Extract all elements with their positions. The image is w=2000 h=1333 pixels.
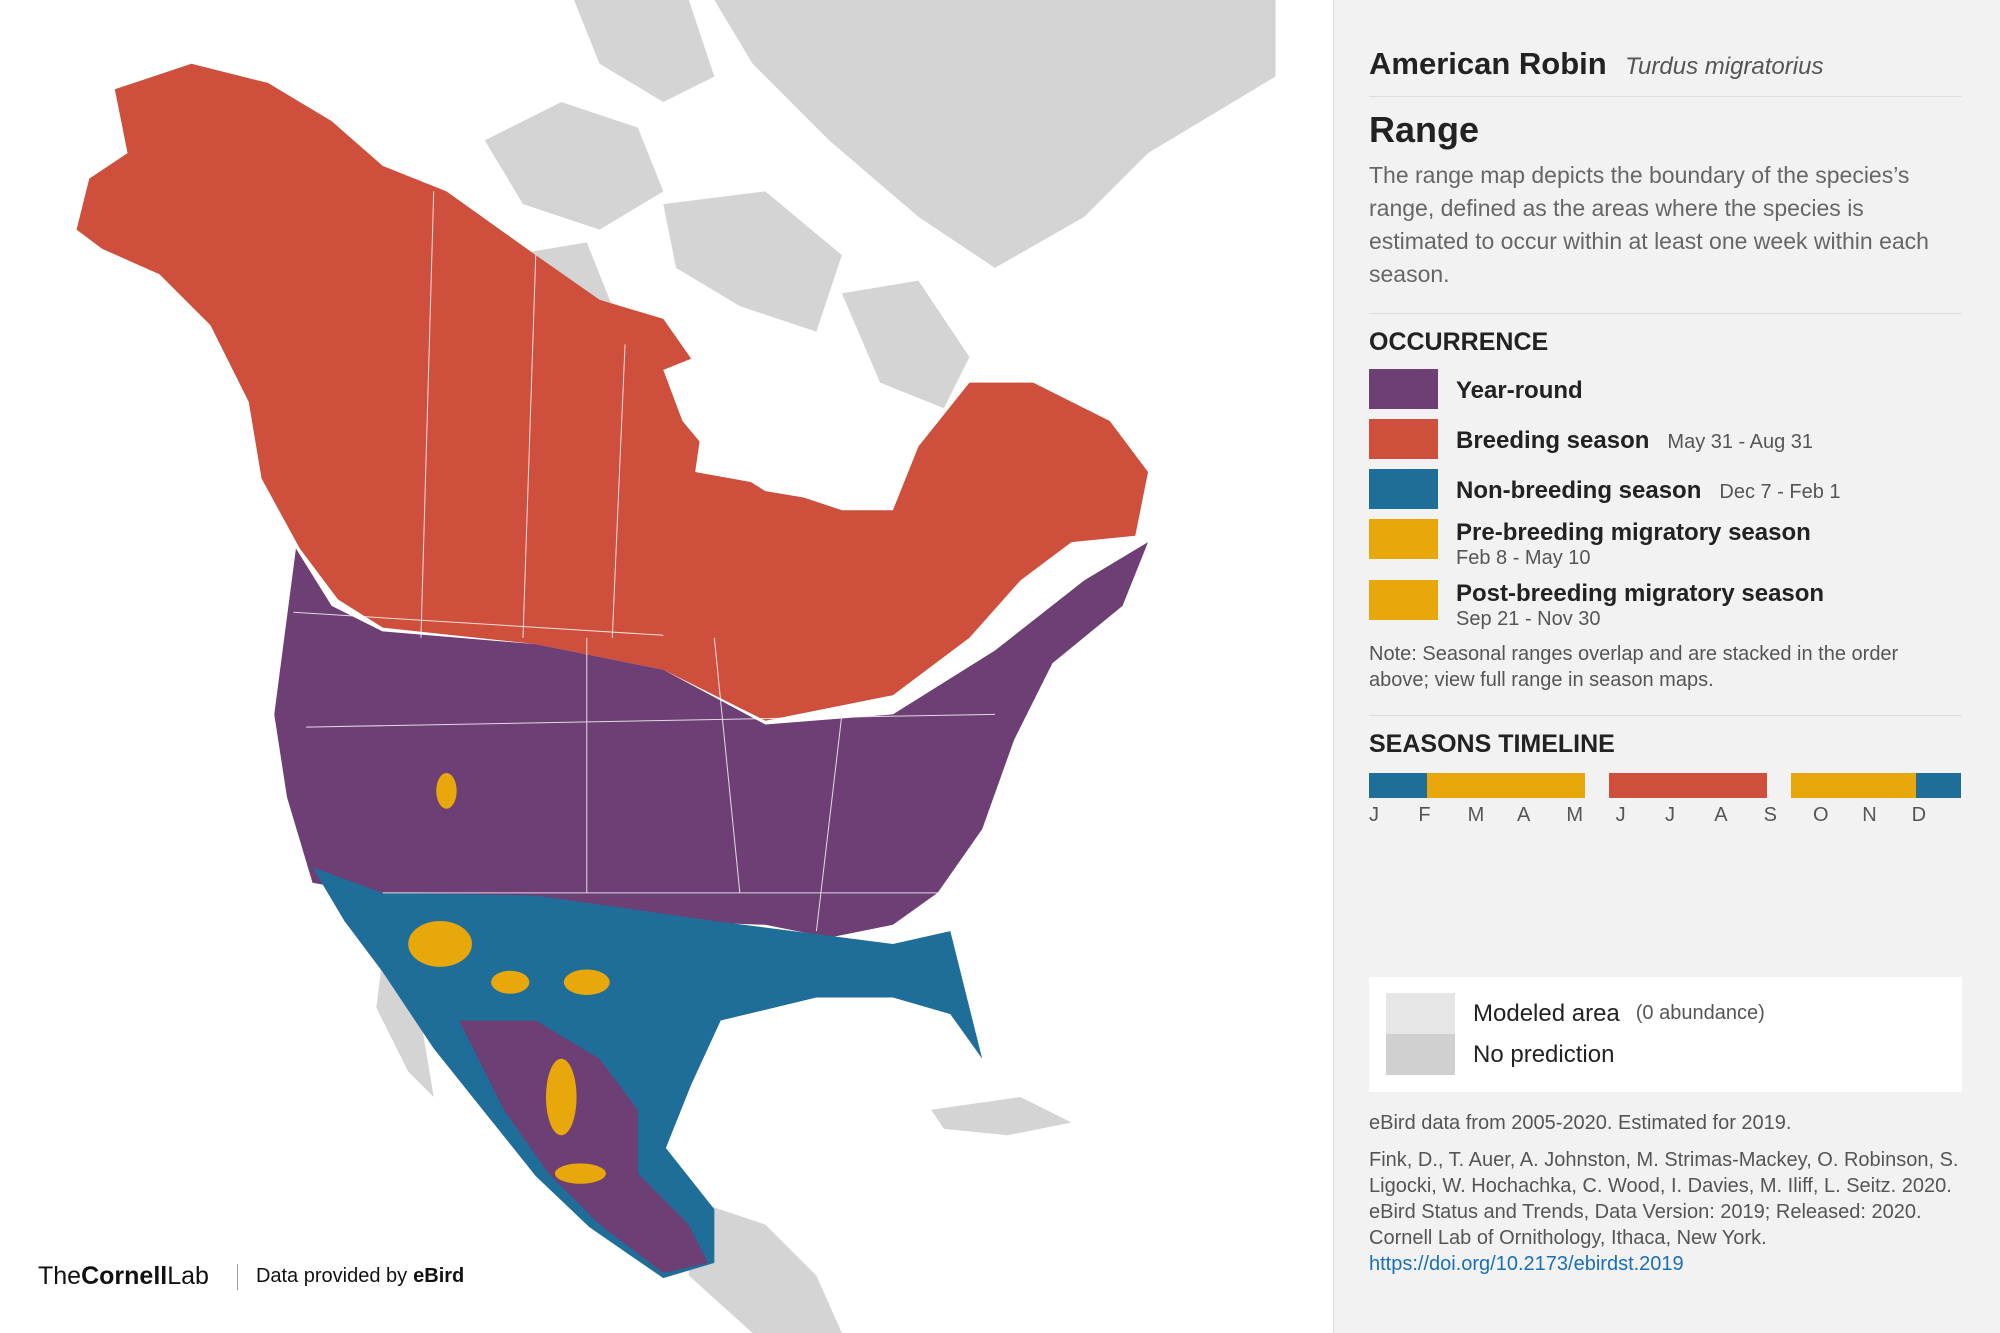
month-label: F [1418, 804, 1431, 826]
occurrence-label: Year-round [1456, 377, 1583, 404]
breeding-range [76, 63, 1149, 721]
occurrence-text: Non-breeding season Dec 7 - Feb 1 [1456, 469, 1841, 505]
logo: The Cornell Lab Data provided by eBird [38, 1262, 464, 1291]
occurrence-text: Breeding season May 31 - Aug 31 [1456, 419, 1813, 455]
divider [236, 1263, 238, 1290]
credit-bold: eBird [413, 1265, 465, 1287]
swatch [1369, 519, 1438, 559]
timeline-title: SEASONS TIMELINE [1369, 730, 1615, 758]
logo-bold: Cornell [81, 1262, 168, 1290]
land-no-prediction [376, 0, 1276, 1333]
swatch [1369, 369, 1438, 409]
occurrence-dates: May 31 - Aug 31 [1667, 431, 1814, 453]
modeled-label: Modeled area [1473, 999, 1620, 1027]
citation: Fink, D., T. Auer, A. Johnston, M. Strim… [1369, 1147, 1962, 1277]
logo-prefix: The [38, 1262, 82, 1290]
month-label: N [1862, 804, 1877, 826]
month-label: J [1369, 804, 1379, 826]
occurrence-label: Non-breeding season [1456, 477, 1702, 504]
occurrence-dates: Dec 7 - Feb 1 [1719, 481, 1841, 503]
occurrence-list: Year-round Breeding season May 31 - Aug 31… [1369, 369, 1962, 631]
occurrence-label: Post-breeding migratory season [1456, 580, 1825, 607]
no-prediction-swatch [1386, 1034, 1455, 1075]
credit: Data provided by [255, 1265, 408, 1287]
occurrence-title: OCCURRENCE [1369, 328, 1549, 356]
month-label: M [1467, 804, 1485, 826]
modeled-swatch [1386, 993, 1455, 1034]
map-legend: Modeled area (0 abundance) No prediction [1369, 977, 1962, 1092]
separator [1369, 715, 1962, 716]
timeline-segment [1369, 773, 1427, 798]
occurrence-row: Non-breeding season Dec 7 - Feb 1 [1369, 469, 1962, 509]
boundaries [293, 191, 995, 932]
range-title: Range [1369, 109, 1480, 150]
common-name: American Robin [1369, 46, 1607, 81]
sidebar: American Robin Turdus migratorius Range … [1333, 0, 2000, 1333]
hudson-bay [663, 344, 881, 504]
range-map [76, 0, 1276, 1333]
occurrence-text: Post-breeding migratory season Sep 21 - N… [1456, 580, 1824, 631]
range-description: The range map depicts the boundary of th… [1369, 162, 1929, 287]
occurrence-text: Pre-breeding migratory season Feb 8 - May… [1456, 519, 1811, 570]
logo-suffix: Lab [167, 1262, 209, 1290]
legend-row: Modeled area (0 abundance) [1386, 993, 1945, 1034]
occurrence-text: Year-round [1456, 369, 1583, 405]
citation-text: Fink, D., T. Auer, A. Johnston, M. Strim… [1369, 1149, 1959, 1249]
scientific-name: Turdus migratorius [1625, 53, 1824, 80]
separator [1369, 96, 1962, 97]
separator [1369, 313, 1962, 314]
month-label: S [1763, 804, 1777, 826]
note: Note: Seasonal ranges overlap and are st… [1369, 643, 1899, 691]
non-breeding-range [312, 867, 983, 1279]
timeline-segment [1916, 773, 1961, 798]
modeled-note: (0 abundance) [1635, 1002, 1765, 1024]
timeline-bar [1369, 773, 1961, 798]
year-round-range [274, 542, 1149, 938]
month-label: A [1516, 804, 1531, 826]
swatch [1369, 469, 1438, 509]
timeline-segment [1609, 773, 1767, 798]
swatch [1369, 580, 1438, 620]
no-prediction-label: No prediction [1473, 1040, 1615, 1068]
occurrence-dates: Sep 21 - Nov 30 [1456, 608, 1601, 630]
timeline-segment [1791, 773, 1916, 798]
month-label: M [1566, 804, 1583, 826]
month-label: J [1615, 804, 1626, 826]
occurrence-label: Breeding season [1456, 427, 1650, 454]
data-note: eBird data from 2005-2020. Estimated for… [1369, 1112, 1792, 1134]
year-round-mexico [459, 1020, 708, 1274]
header: American Robin Turdus migratorius [1369, 0, 1962, 96]
doi-link[interactable]: https://doi.org/10.2173/ebirdst.2019 [1369, 1253, 1684, 1275]
timeline-segment [1427, 773, 1585, 798]
occurrence-row: Pre-breeding migratory season Feb 8 - May… [1369, 519, 1962, 570]
month-label: O [1812, 804, 1829, 826]
occurrence-dates: Feb 8 - May 10 [1456, 547, 1591, 569]
month-label: A [1714, 804, 1728, 826]
occurrence-row: Year-round [1369, 369, 1962, 409]
month-label: J [1664, 804, 1675, 826]
occurrence-row: Breeding season May 31 - Aug 31 [1369, 419, 1962, 459]
legend-row: No prediction [1386, 1034, 1945, 1075]
month-label: D [1911, 804, 1927, 826]
occurrence-row: Post-breeding migratory season Sep 21 - N… [1369, 580, 1962, 631]
migratory-patches [408, 773, 610, 1184]
swatch [1369, 419, 1438, 459]
occurrence-label: Pre-breeding migratory season [1456, 519, 1811, 546]
